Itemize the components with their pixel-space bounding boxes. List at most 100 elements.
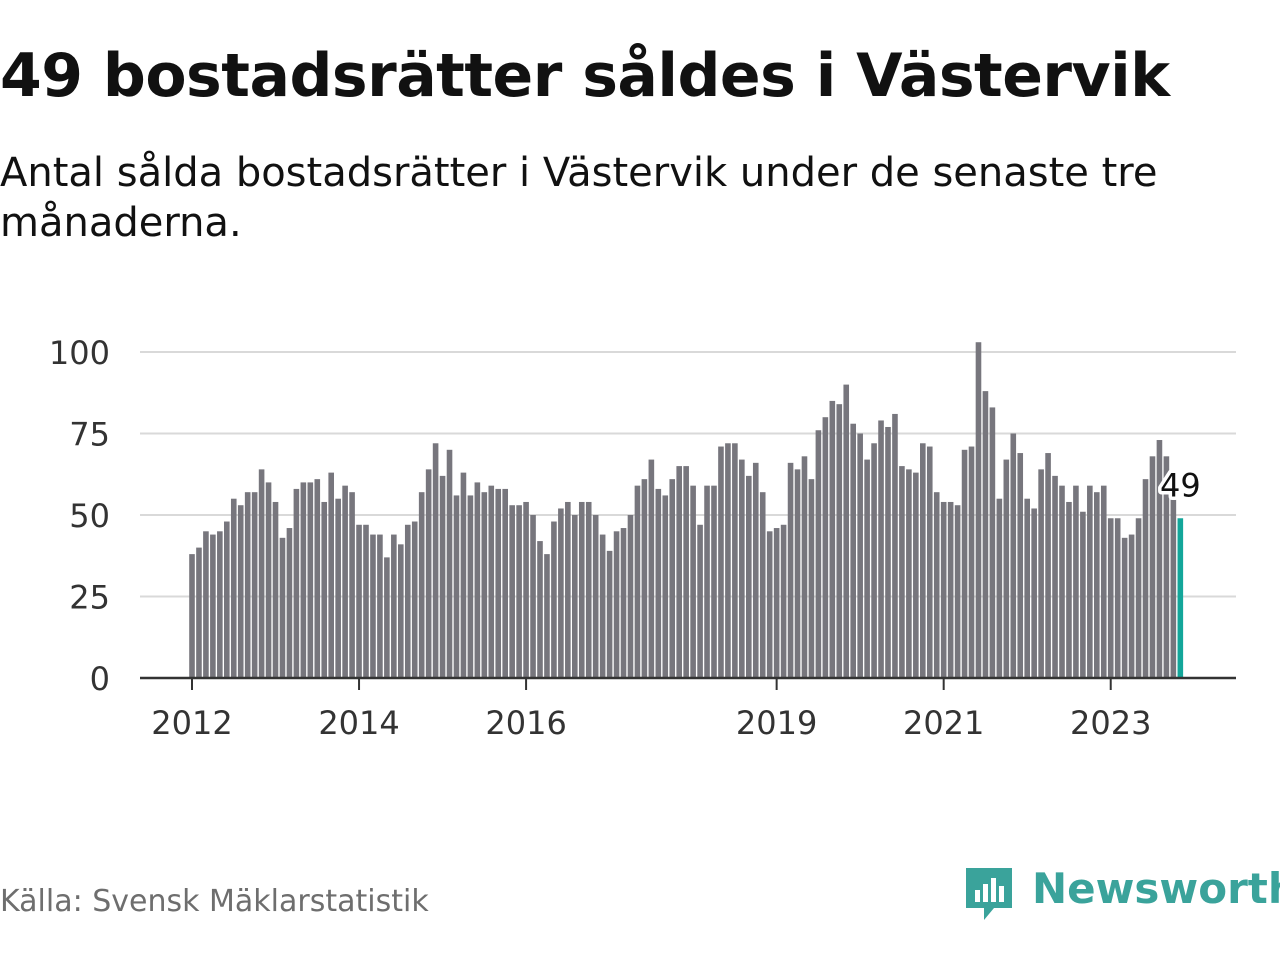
bar [606,550,613,678]
bar [655,488,662,678]
bar [1142,479,1149,678]
bar [885,426,891,678]
bar [982,391,989,678]
x-tick-label: 2014 [318,704,399,742]
bar [961,449,968,678]
y-tick-label-25: 25 [69,579,110,617]
bar [1059,485,1065,678]
bar [300,482,307,678]
x-axis-ticks: 2012 2014 2016 2019 2021 2023 [151,678,1151,742]
bar [864,459,870,678]
bar [878,420,884,678]
bar [196,547,202,678]
bar [996,498,1003,678]
bar [989,407,996,678]
bar [335,498,341,678]
bar [1135,518,1142,678]
bar [432,443,439,678]
bar [913,472,919,678]
bars [189,342,1184,678]
bar [1170,498,1177,678]
bar [815,430,822,678]
bar [725,443,731,678]
bar [954,505,961,678]
y-tick-label-100: 100 [49,334,110,372]
bar [599,534,606,678]
bar [620,528,627,678]
bar [495,488,502,678]
bar [592,515,599,678]
bar [217,531,223,678]
bar [1149,456,1156,678]
bar [293,488,300,678]
bar [210,534,216,678]
bar [906,469,912,678]
bar-chart: 0 25 50 75 100 2012 2014 2016 2019 2021 2023 49 [49,334,1236,742]
bar [530,515,536,678]
bar [272,501,279,678]
bar [349,492,355,678]
bar [1045,453,1051,678]
bar [683,466,689,678]
bar-highlight [1177,518,1184,678]
bar [968,446,975,678]
bar [752,462,759,678]
bar [871,443,877,678]
bar [425,469,432,678]
bar [1031,508,1037,678]
bar [453,495,460,678]
bar [467,495,474,678]
annotation-label: 49 [1160,466,1201,504]
bar [328,472,334,678]
bar [669,479,676,678]
brand-logo[interactable]: Newsworthy [964,862,1280,926]
bar [718,446,724,678]
bar [1094,492,1100,678]
bar [370,534,376,678]
bar [537,541,543,678]
bar [787,462,794,678]
bar [265,482,272,678]
bar [523,501,529,678]
bar [892,413,898,678]
bar [189,554,195,678]
x-tick-label: 2012 [151,704,232,742]
newsworthy-logo-icon [966,868,1012,920]
bar [558,508,564,678]
bar [780,524,787,678]
bar [286,528,293,678]
bar [773,528,780,678]
bar [857,433,863,678]
bar [1024,498,1030,678]
bar [1080,511,1086,678]
bar [384,557,390,678]
brand-name: Newsworthy [1032,864,1280,913]
bar [1017,453,1024,678]
source-note: Källa: Svensk Mäklarstatistik [0,884,429,919]
y-tick-label-50: 50 [69,497,110,535]
bar [203,531,209,678]
bar [794,469,801,678]
bar [502,488,508,678]
bar [1073,485,1079,678]
bar [704,485,710,678]
chart-title: 49 bostadsrätter såldes i Västervik [0,41,1170,111]
bar [843,384,850,678]
bar [899,466,905,678]
bar [676,466,682,678]
value-annotation: 49 [1156,463,1204,508]
bar [404,524,411,678]
bar [1052,475,1058,678]
bar [565,501,571,678]
bar [822,417,829,678]
bar [307,482,314,678]
bar [237,505,244,678]
bar [808,479,815,678]
bar [551,521,557,678]
bar [732,443,738,678]
bar [585,501,592,678]
x-tick-label: 2019 [736,704,817,742]
bar [377,534,383,678]
x-tick-label: 2021 [903,704,984,742]
bar [418,492,425,678]
